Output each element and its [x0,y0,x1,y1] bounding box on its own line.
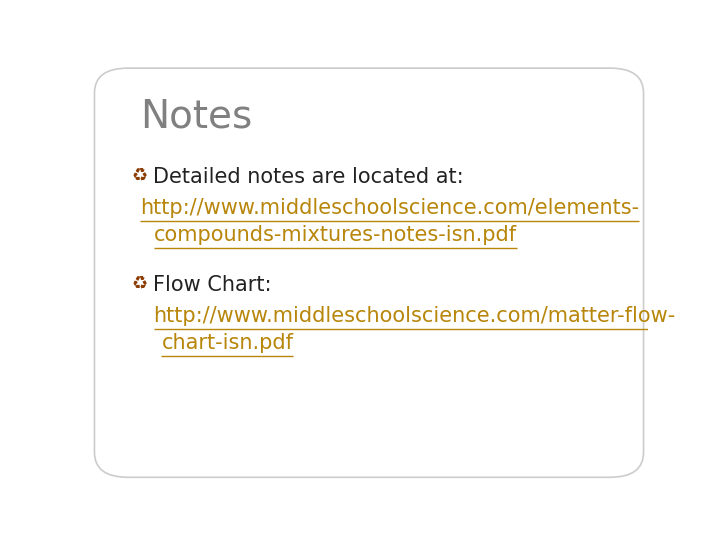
Text: Notes: Notes [140,98,253,136]
Text: chart-isn.pdf: chart-isn.pdf [161,333,294,353]
Text: http://www.middleschoolscience.com/elements-: http://www.middleschoolscience.com/eleme… [140,198,639,218]
Text: ♻: ♻ [131,276,147,294]
Text: Detailed notes are located at:: Detailed notes are located at: [153,167,464,187]
Text: http://www.middleschoolscience.com/matter-flow-: http://www.middleschoolscience.com/matte… [153,306,676,326]
Text: ♻: ♻ [131,168,147,186]
FancyBboxPatch shape [94,68,644,477]
Text: compounds-mixtures-notes-isn.pdf: compounds-mixtures-notes-isn.pdf [153,225,517,245]
Text: Flow Chart:: Flow Chart: [153,275,271,295]
